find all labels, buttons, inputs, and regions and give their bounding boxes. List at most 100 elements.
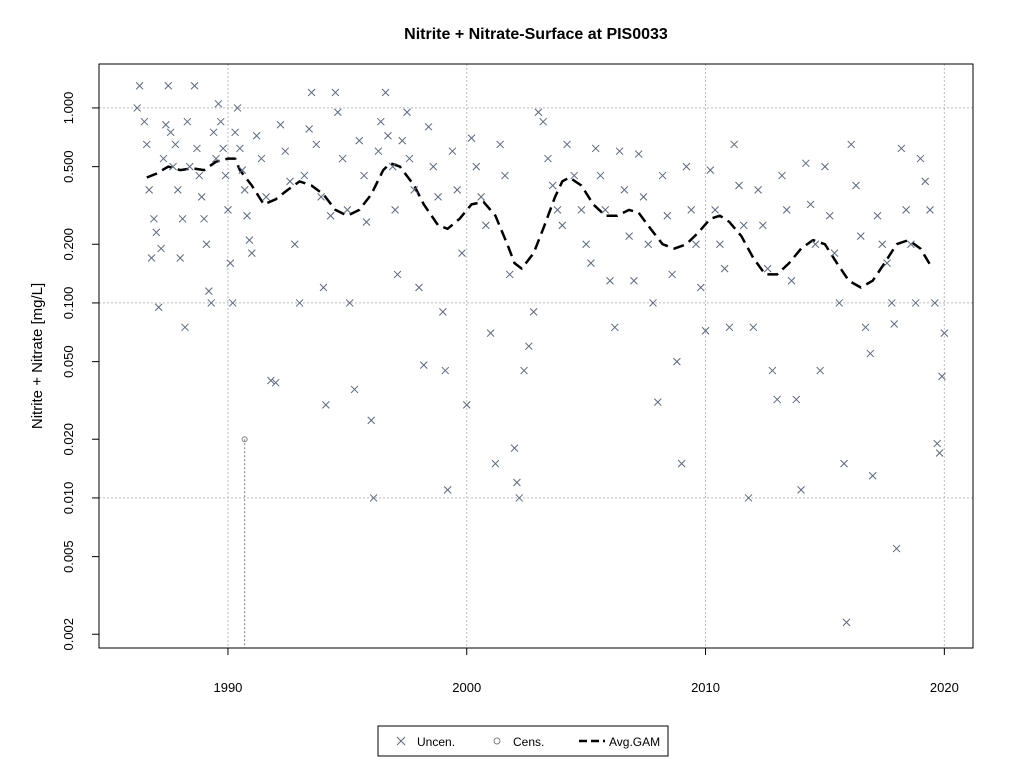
uncen-point — [439, 308, 447, 316]
uncen-point — [247, 249, 256, 258]
uncen-point — [197, 192, 206, 201]
uncen-point — [625, 232, 633, 241]
uncen-point — [692, 240, 700, 249]
uncen-point — [544, 154, 552, 163]
uncen-point — [477, 192, 485, 201]
uncen-point — [322, 401, 330, 409]
uncen-point — [701, 326, 710, 335]
uncen-point — [434, 192, 442, 201]
uncen-point — [164, 81, 173, 90]
uncen-point — [362, 218, 371, 226]
y-tick-label: 1.000 — [61, 92, 76, 125]
y-axis-title: Nitrite + Nitrate [mg/L] — [29, 283, 46, 429]
uncen-point — [486, 329, 495, 337]
uncen-point — [424, 122, 433, 131]
uncen-point — [668, 270, 676, 279]
uncen-point — [520, 366, 528, 375]
uncen-point — [505, 270, 514, 279]
uncen-point — [596, 171, 605, 180]
uncen-point — [878, 240, 887, 249]
uncen-point — [916, 154, 925, 163]
uncen-point — [634, 150, 643, 158]
uncen-point — [754, 186, 762, 194]
uncen-point — [221, 171, 230, 180]
uncen-point — [510, 444, 519, 453]
uncen-point — [529, 308, 538, 316]
uncen-point — [173, 186, 182, 194]
uncen-point — [548, 181, 557, 190]
uncen-point — [763, 264, 772, 273]
uncen-point — [252, 131, 261, 140]
uncen-point — [816, 366, 825, 375]
uncen-point — [687, 206, 696, 214]
y-axis: 0.002 0.005 0.010 0.020 0.050 0.100 0.200 0.500… — [61, 92, 99, 651]
uncen-point — [326, 211, 335, 220]
uncen-point — [207, 299, 216, 307]
uncen-point — [398, 136, 407, 145]
uncen-point — [350, 385, 359, 394]
uncen-point — [367, 416, 376, 425]
uncen-point — [513, 478, 521, 487]
uncen-point — [921, 177, 930, 186]
uncen-point — [887, 299, 896, 307]
uncen-point — [183, 117, 192, 126]
uncen-point — [811, 240, 820, 249]
uncen-point — [553, 206, 562, 214]
uncen-point — [443, 486, 452, 494]
uncen-point — [577, 206, 586, 214]
y-tick-label: 0.500 — [61, 150, 76, 183]
uncen-point — [333, 108, 342, 117]
uncen-point — [842, 618, 851, 627]
uncen-point — [391, 206, 399, 214]
uncen-point — [501, 171, 509, 180]
uncen-point — [873, 211, 882, 220]
uncen-point — [355, 136, 364, 145]
uncen-point — [240, 186, 249, 194]
uncen-point — [171, 140, 180, 149]
uncen-point — [290, 240, 299, 249]
uncen-point — [295, 299, 304, 307]
uncen-point — [145, 186, 154, 194]
uncen-point — [300, 171, 309, 180]
uncen-point — [658, 171, 667, 180]
uncen-point — [856, 232, 865, 241]
uncen-point — [897, 144, 906, 153]
uncen-point — [360, 171, 368, 180]
uncen-point — [376, 117, 385, 126]
uncen-point — [491, 459, 500, 468]
uncen-point — [267, 376, 275, 385]
y-tick-label: 0.200 — [61, 228, 76, 261]
uncen-point — [162, 120, 170, 129]
x-tick-label: 2000 — [452, 680, 481, 695]
legend-label-gam: Avg.GAM — [609, 735, 660, 749]
x-axis: 1990 2000 2010 2020 — [213, 648, 959, 695]
uncen-point — [515, 494, 524, 502]
uncen-point — [835, 299, 844, 307]
uncen-point — [696, 283, 705, 292]
uncen-point — [169, 162, 177, 171]
uncen-point — [415, 283, 423, 292]
uncen-point — [649, 299, 657, 307]
uncen-point — [317, 192, 325, 201]
uncen-point — [830, 249, 839, 258]
uncen-point — [381, 88, 390, 97]
chart-title: Nitrite + Nitrate-Surface at PIS0033 — [404, 26, 668, 43]
y-tick-label: 0.020 — [61, 423, 76, 456]
uncen-point — [933, 439, 942, 448]
uncen-point — [305, 125, 313, 133]
uncen-point — [345, 299, 354, 307]
legend-uncen-marker — [396, 736, 406, 746]
y-tick-label: 0.002 — [61, 618, 76, 651]
uncen-point — [773, 395, 782, 404]
uncen-point — [238, 166, 247, 174]
plot-frame — [98, 63, 974, 649]
uncen-point — [219, 144, 228, 153]
uncen-point — [768, 366, 777, 375]
uncen-point — [892, 544, 901, 553]
uncen-point — [744, 494, 753, 502]
uncen-point — [307, 88, 316, 97]
cens-point — [241, 436, 248, 443]
uncen-point — [133, 104, 142, 112]
uncen-point — [711, 206, 719, 214]
uncen-point — [159, 154, 168, 163]
